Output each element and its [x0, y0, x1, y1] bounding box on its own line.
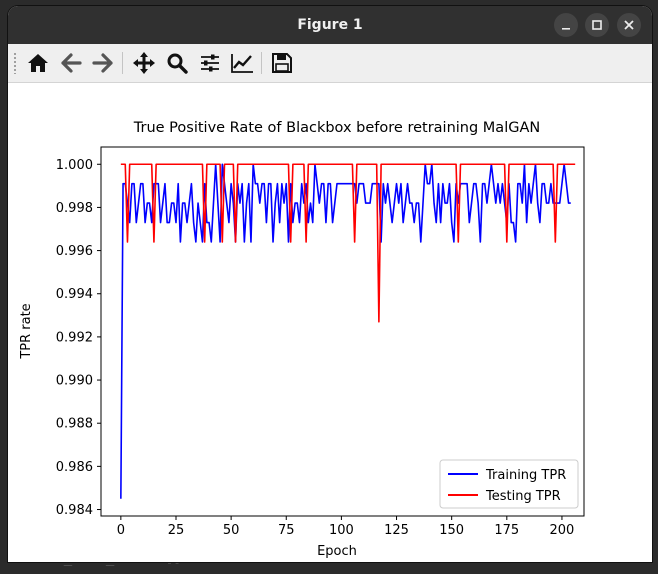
y-tick-label: 0.986 — [56, 460, 93, 475]
chart-legend: Training TPR Testing TPR — [439, 459, 579, 509]
y-tick-label: 0.992 — [56, 330, 93, 345]
legend-label-testing: Testing TPR — [485, 489, 561, 504]
magnifier-icon — [167, 53, 188, 74]
y-tick-label: 0.994 — [56, 287, 93, 302]
chart-title: True Positive Rate of Blackbox before re… — [133, 120, 540, 136]
y-axis-label: TPR rate — [19, 303, 34, 359]
y-tick-label: 0.990 — [56, 374, 93, 389]
toolbar-separator — [261, 52, 262, 74]
floppy-disk-icon — [272, 53, 292, 73]
line-chart: True Positive Rate of Blackbox before re… — [19, 120, 585, 559]
forward-button[interactable] — [89, 50, 117, 76]
save-button[interactable] — [268, 50, 296, 76]
maximize-icon — [592, 20, 602, 30]
toolbar-separator — [122, 52, 123, 74]
minimize-button[interactable] — [554, 13, 578, 37]
x-tick-label: 0 — [117, 523, 125, 538]
figure-window: Figure 1 — [8, 6, 652, 562]
navigation-toolbar — [8, 44, 652, 83]
minimize-icon — [562, 28, 570, 30]
move-icon — [133, 52, 155, 74]
x-tick-label: 200 — [550, 523, 575, 538]
home-button[interactable] — [24, 50, 52, 76]
arrow-right-icon — [92, 53, 113, 73]
title-bar[interactable]: Figure 1 — [8, 6, 652, 44]
arrow-left-icon — [61, 53, 82, 73]
plot-frame — [100, 146, 585, 517]
back-button[interactable] — [57, 50, 85, 76]
x-tick-label: 125 — [384, 523, 409, 538]
subplots-button[interactable] — [196, 50, 224, 76]
window-title: Figure 1 — [297, 17, 363, 33]
x-tick-label: 75 — [278, 523, 295, 538]
home-icon — [28, 54, 48, 72]
toolbar-grip[interactable] — [13, 52, 17, 74]
x-tick-label: 25 — [168, 523, 185, 538]
close-button[interactable] — [617, 13, 641, 37]
y-tick-label: 1.000 — [56, 158, 93, 173]
edit-axis-button[interactable] — [228, 50, 256, 76]
x-tick-label: 150 — [439, 523, 464, 538]
y-tick-label: 0.984 — [56, 503, 93, 518]
zoom-button[interactable] — [163, 50, 191, 76]
line-chart-icon — [231, 54, 253, 73]
legend-label-training: Training TPR — [485, 468, 566, 483]
series-line-training — [120, 163, 571, 499]
maximize-button[interactable] — [585, 13, 609, 37]
series-line-testing — [120, 163, 576, 323]
pan-button[interactable] — [130, 50, 158, 76]
y-tick-label: 0.996 — [56, 244, 93, 259]
x-tick-label: 175 — [494, 523, 519, 538]
x-tick-label: 50 — [223, 523, 240, 538]
x-tick-label: 100 — [329, 523, 354, 538]
sliders-icon — [201, 54, 219, 72]
figure-canvas[interactable]: True Positive Rate of Blackbox before re… — [8, 83, 652, 562]
x-axis-label: Epoch — [317, 544, 357, 559]
close-icon — [624, 20, 634, 30]
y-tick-label: 0.988 — [56, 417, 93, 432]
y-tick-label: 0.998 — [56, 201, 93, 216]
